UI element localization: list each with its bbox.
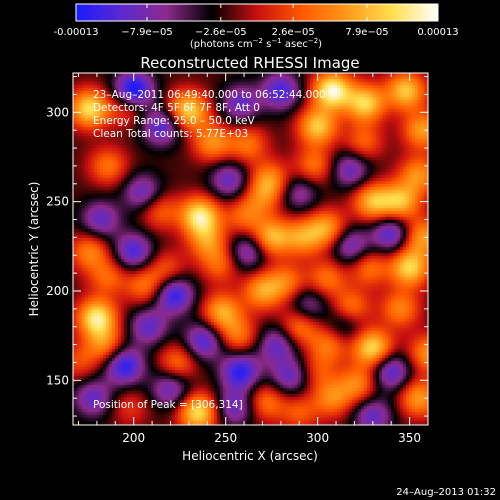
y-axis-label: Heliocentric Y (arcsec) xyxy=(27,182,41,317)
colorbar xyxy=(75,3,439,22)
info-annotations: 23–Aug–2011 06:49:40.000 to 06:52:44.000… xyxy=(93,89,326,140)
peak-position-label: Position of Peak = [306,314] xyxy=(93,399,243,411)
colorbar-tick-label: 0.00013 xyxy=(417,27,458,38)
colorbar-tick-label: −2.6e−05 xyxy=(195,27,247,38)
x-axis-label: Heliocentric X (arcsec) xyxy=(182,449,318,463)
x-tick-label: 300 xyxy=(306,431,329,445)
axis-ticks: 200 250 300 350 150 200 250 300 xyxy=(46,73,429,445)
y-tick-label: 200 xyxy=(46,284,69,298)
plot-frame xyxy=(72,72,429,426)
x-tick-label: 200 xyxy=(122,431,145,445)
chart-title: Reconstructed RHESSI Image xyxy=(140,54,359,72)
y-tick-label: 250 xyxy=(46,195,69,209)
generation-date: 24–Aug–2013 01:32 xyxy=(396,487,496,498)
annotation-detectors: Detectors: 4F 5F 6F 7F 8F, Att 0 xyxy=(93,102,260,114)
annotation-clean-counts: Clean Total counts: 5.77E+03 xyxy=(93,128,248,140)
colorbar-ticks: -0.00013 −7.9e−05 −2.6e−05 2.6e−05 7.9e−05 0.… xyxy=(54,4,459,38)
y-tick-label: 150 xyxy=(46,373,69,387)
annotation-time-range: 23–Aug–2011 06:49:40.000 to 06:52:44.000 xyxy=(93,89,326,101)
y-tick-label: 300 xyxy=(46,105,69,119)
x-tick-label: 250 xyxy=(214,431,237,445)
colorbar-unit-label: (photons cm−2 s−1 asec−2) xyxy=(190,37,322,50)
colorbar-tick-label: 2.6e−05 xyxy=(272,27,315,38)
colorbar-tick-label: −7.9e−05 xyxy=(121,27,173,38)
x-tick-label: 350 xyxy=(398,431,421,445)
annotation-energy-range: Energy Range: 25.0 – 50.0 keV xyxy=(93,115,255,127)
colorbar-tick-label: -0.00013 xyxy=(54,27,99,38)
colorbar-tick-label: 7.9e−05 xyxy=(345,27,388,38)
